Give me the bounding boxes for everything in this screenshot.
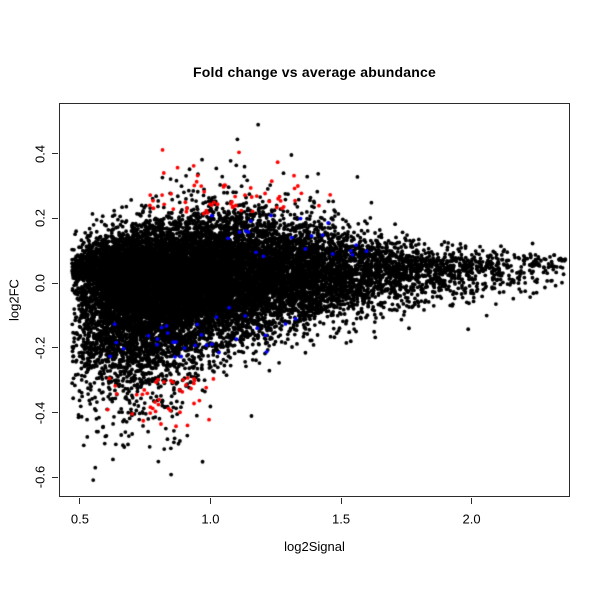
x-tick-mark (340, 498, 342, 504)
x-tick-mark (79, 498, 81, 504)
y-tick-label: 0.4 (32, 144, 48, 163)
plot-border (59, 103, 570, 497)
x-tick-mark (471, 498, 473, 504)
y-tick-label: 0.0 (32, 273, 48, 293)
y-tick-mark (52, 476, 58, 478)
x-tick-label: 1.5 (331, 511, 351, 527)
y-tick-mark (52, 282, 58, 284)
x-tick-label: 0.5 (70, 511, 89, 527)
chart-title: Fold change vs average abundance (193, 64, 436, 80)
x-axis-label: log2Signal (284, 539, 345, 554)
y-tick-mark (52, 153, 58, 154)
x-tick-mark (209, 498, 211, 504)
y-axis-label: log2FC (6, 279, 22, 321)
x-tick-label: 1.0 (201, 511, 220, 527)
y-tick-label: 0.2 (32, 209, 48, 228)
y-tick-label: -0.6 (32, 466, 48, 489)
y-tick-mark (52, 347, 58, 349)
y-tick-mark (52, 412, 58, 413)
x-tick-label: 2.0 (462, 511, 481, 527)
y-tick-label: -0.2 (32, 336, 48, 359)
y-tick-label: -0.4 (32, 401, 48, 424)
y-tick-mark (52, 217, 58, 219)
